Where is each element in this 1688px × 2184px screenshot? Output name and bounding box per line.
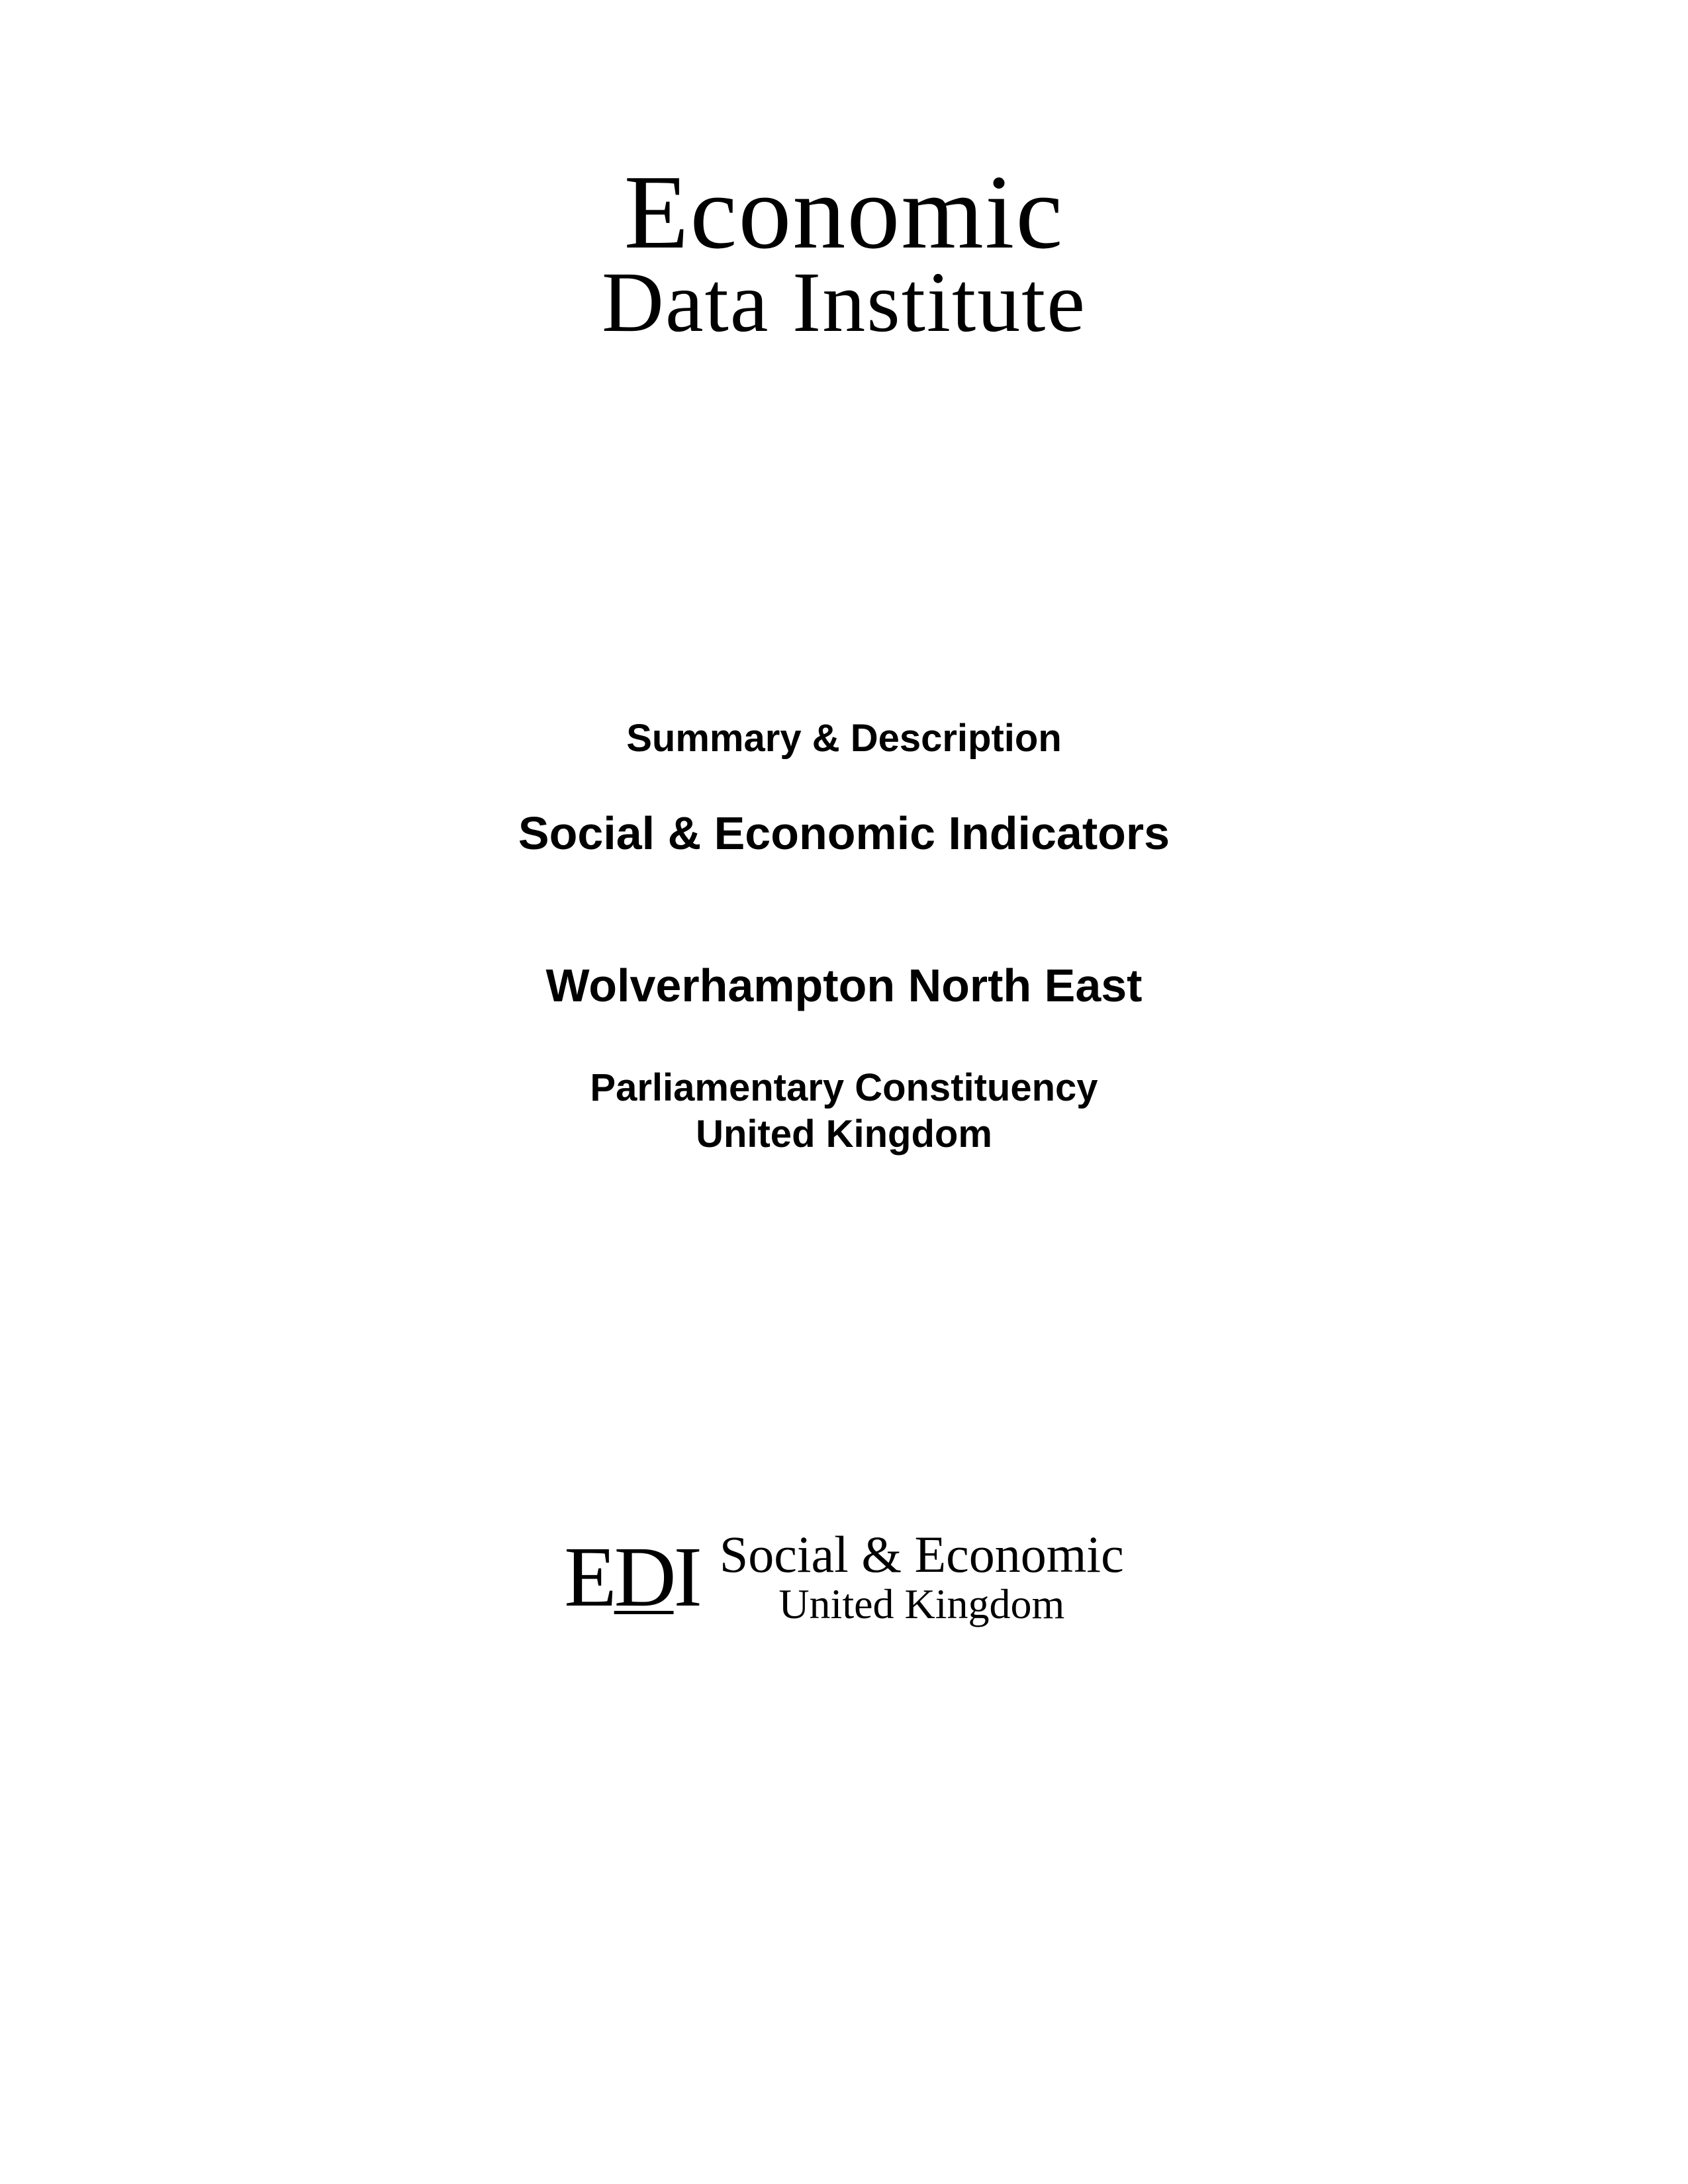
footer-logo: EDI Social & Economic United Kingdom: [564, 1527, 1123, 1627]
main-title: Social & Economic Indicators: [518, 807, 1170, 860]
subtitle-line1: Parliamentary Constituency: [518, 1065, 1170, 1111]
location-name: Wolverhampton North East: [518, 959, 1170, 1012]
footer-text: Social & Economic United Kingdom: [720, 1529, 1124, 1625]
edi-letter-e: E: [564, 1527, 614, 1627]
footer-line2: United Kingdom: [720, 1583, 1124, 1625]
subtitle-line2: United Kingdom: [518, 1111, 1170, 1158]
summary-label: Summary & Description: [518, 716, 1170, 760]
footer-line1: Social & Economic: [720, 1529, 1124, 1580]
main-logo: Economic Data Institute: [602, 159, 1086, 345]
edi-letter-d: D: [614, 1527, 674, 1627]
logo-text-line1: Economic: [602, 159, 1086, 265]
edi-mark: EDI: [564, 1527, 700, 1627]
title-section: Summary & Description Social & Economic …: [518, 716, 1170, 1157]
logo-text-line2: Data Institute: [602, 259, 1086, 345]
edi-letter-i: I: [674, 1527, 700, 1627]
document-page: Economic Data Institute Summary & Descri…: [0, 0, 1688, 2184]
